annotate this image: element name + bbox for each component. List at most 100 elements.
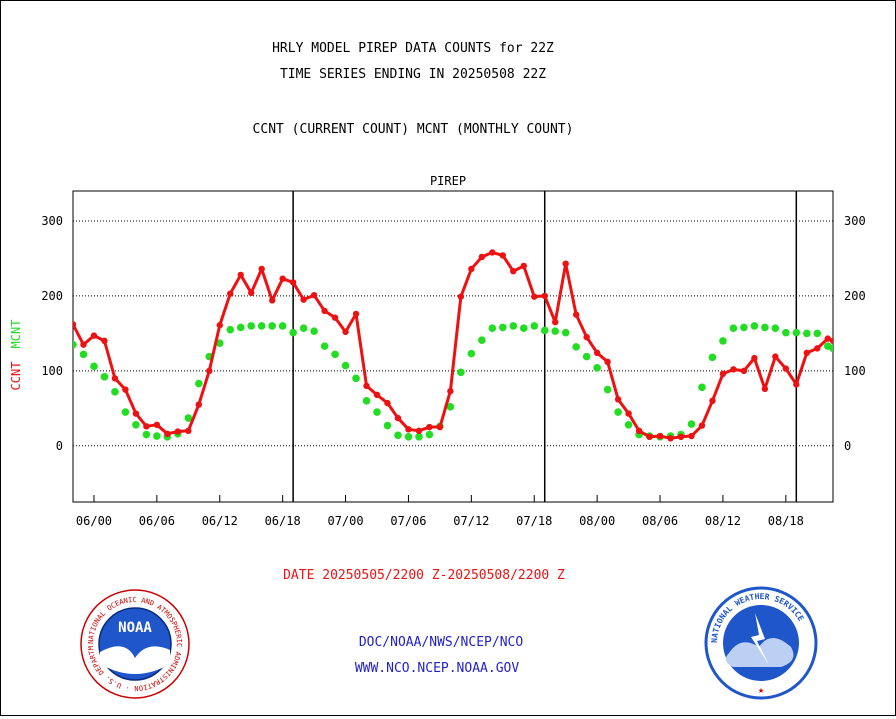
ccnt-point <box>90 332 98 339</box>
ccnt-point <box>667 435 674 442</box>
website-link[interactable]: WWW.NCO.NCEP.NOAA.GOV <box>355 661 520 676</box>
mcnt-point <box>425 430 434 439</box>
mcnt-point <box>415 433 423 441</box>
ccnt-point <box>772 353 779 360</box>
y-axis-label-mcnt: MCNT <box>9 320 23 349</box>
ccnt-point <box>258 265 265 273</box>
ccnt-point <box>572 311 580 318</box>
ccnt-point <box>122 386 129 393</box>
series-mcnt <box>73 322 833 441</box>
ccnt-point <box>132 410 140 417</box>
mcnt-point <box>278 322 287 330</box>
ccnt-point <box>688 432 695 440</box>
mcnt-point <box>771 324 780 332</box>
ccnt-point <box>614 396 622 403</box>
mcnt-point <box>708 353 717 362</box>
x-tick-label: 08/18 <box>768 514 804 528</box>
ccnt-point <box>740 367 748 375</box>
x-tick-label: 08/00 <box>579 514 615 528</box>
mcnt-point <box>100 373 109 381</box>
mcnt-point <box>551 327 560 335</box>
ccnt-point <box>730 366 737 373</box>
grid-lines <box>73 220 833 447</box>
plot-border <box>72 190 834 503</box>
mcnt-point <box>729 324 738 332</box>
mcnt-point <box>509 322 518 330</box>
x-tick-label: 06/06 <box>139 514 175 528</box>
ccnt-point <box>227 290 234 297</box>
x-tick-labels: 06/00 06/06 06/12 06/18 07/00 07/06 07/12 07/18… <box>76 495 804 528</box>
mcnt-point <box>750 322 759 330</box>
day-boundary-lines <box>292 191 798 502</box>
mcnt-point <box>530 322 539 330</box>
ccnt-point <box>719 370 727 378</box>
mcnt-point <box>519 324 528 332</box>
mcnt-point <box>362 397 371 405</box>
y-tick-label-right: 300 <box>844 214 866 228</box>
y-tick-label-right: 0 <box>844 439 851 453</box>
mcnt-point <box>184 414 193 422</box>
ccnt-point <box>206 367 213 375</box>
ccnt-point <box>510 267 517 275</box>
noaa-logo: NOAA NATIONAL OCEANIC AND ATMOSPHERIC AD… <box>80 589 190 699</box>
ccnt-point <box>829 337 833 345</box>
ccnt-point <box>824 335 831 342</box>
mcnt-point <box>498 323 507 332</box>
ccnt-point <box>415 427 423 435</box>
mcnt-point <box>320 342 329 350</box>
mcnt-point <box>404 433 413 441</box>
nws-logo: NATIONAL WEATHER SERVICE ★ <box>704 586 818 700</box>
x-tick-label: 08/12 <box>705 514 741 528</box>
ccnt-point <box>635 427 643 435</box>
ccnt-point <box>447 387 454 395</box>
ccnt-point <box>279 275 286 282</box>
ccnt-point <box>394 414 402 422</box>
x-tick-label: 06/18 <box>265 514 301 528</box>
chart-title-line3: CCNT (CURRENT COUNT) MCNT (MONTHLY COUNT… <box>253 122 574 137</box>
x-tick-label: 06/00 <box>76 514 112 528</box>
mcnt-point <box>614 408 622 416</box>
chart-title-line2: TIME SERIES ENDING IN 20250508 22Z <box>280 67 546 82</box>
ccnt-point <box>751 354 758 362</box>
ccnt-point <box>478 253 486 261</box>
ccnt-point <box>803 349 810 357</box>
mcnt-point <box>73 340 77 349</box>
ccnt-point <box>520 262 527 270</box>
ccnt-point <box>593 349 601 357</box>
x-tick-label: 06/12 <box>202 514 238 528</box>
ccnt-line <box>73 250 833 440</box>
plot-label: PIREP <box>430 174 466 188</box>
ccnt-point <box>153 421 161 429</box>
x-tick-label: 08/06 <box>642 514 678 528</box>
mcnt-point <box>561 328 570 337</box>
mcnt-point <box>802 329 811 338</box>
ccnt-point <box>562 260 569 267</box>
y-tick-label: 200 <box>41 289 63 303</box>
mcnt-point <box>488 324 497 332</box>
ccnt-point <box>646 433 653 441</box>
mcnt-point <box>829 344 833 353</box>
mcnt-point <box>215 339 224 347</box>
ccnt-point <box>310 291 318 299</box>
ccnt-point <box>552 318 559 326</box>
mcnt-point <box>572 343 580 351</box>
mcnt-point <box>352 374 360 383</box>
org-path-link[interactable]: DOC/NOAA/NWS/NCEP/NCO <box>359 635 524 650</box>
ccnt-point <box>677 433 685 441</box>
x-tick-label: 07/00 <box>327 514 363 528</box>
mcnt-point <box>247 322 256 330</box>
mcnt-point <box>236 323 245 332</box>
ccnt-point <box>793 381 800 388</box>
ccnt-point <box>80 341 87 348</box>
ccnt-point <box>268 297 276 304</box>
mcnt-point <box>383 421 392 430</box>
ccnt-point <box>499 252 506 259</box>
ccnt-point <box>604 358 611 366</box>
ccnt-point <box>814 345 821 352</box>
x-tick-label: 07/18 <box>516 514 552 528</box>
mcnt-point <box>331 350 339 359</box>
mcnt-point <box>782 328 790 337</box>
noaa-logo-text: NOAA <box>118 620 152 636</box>
